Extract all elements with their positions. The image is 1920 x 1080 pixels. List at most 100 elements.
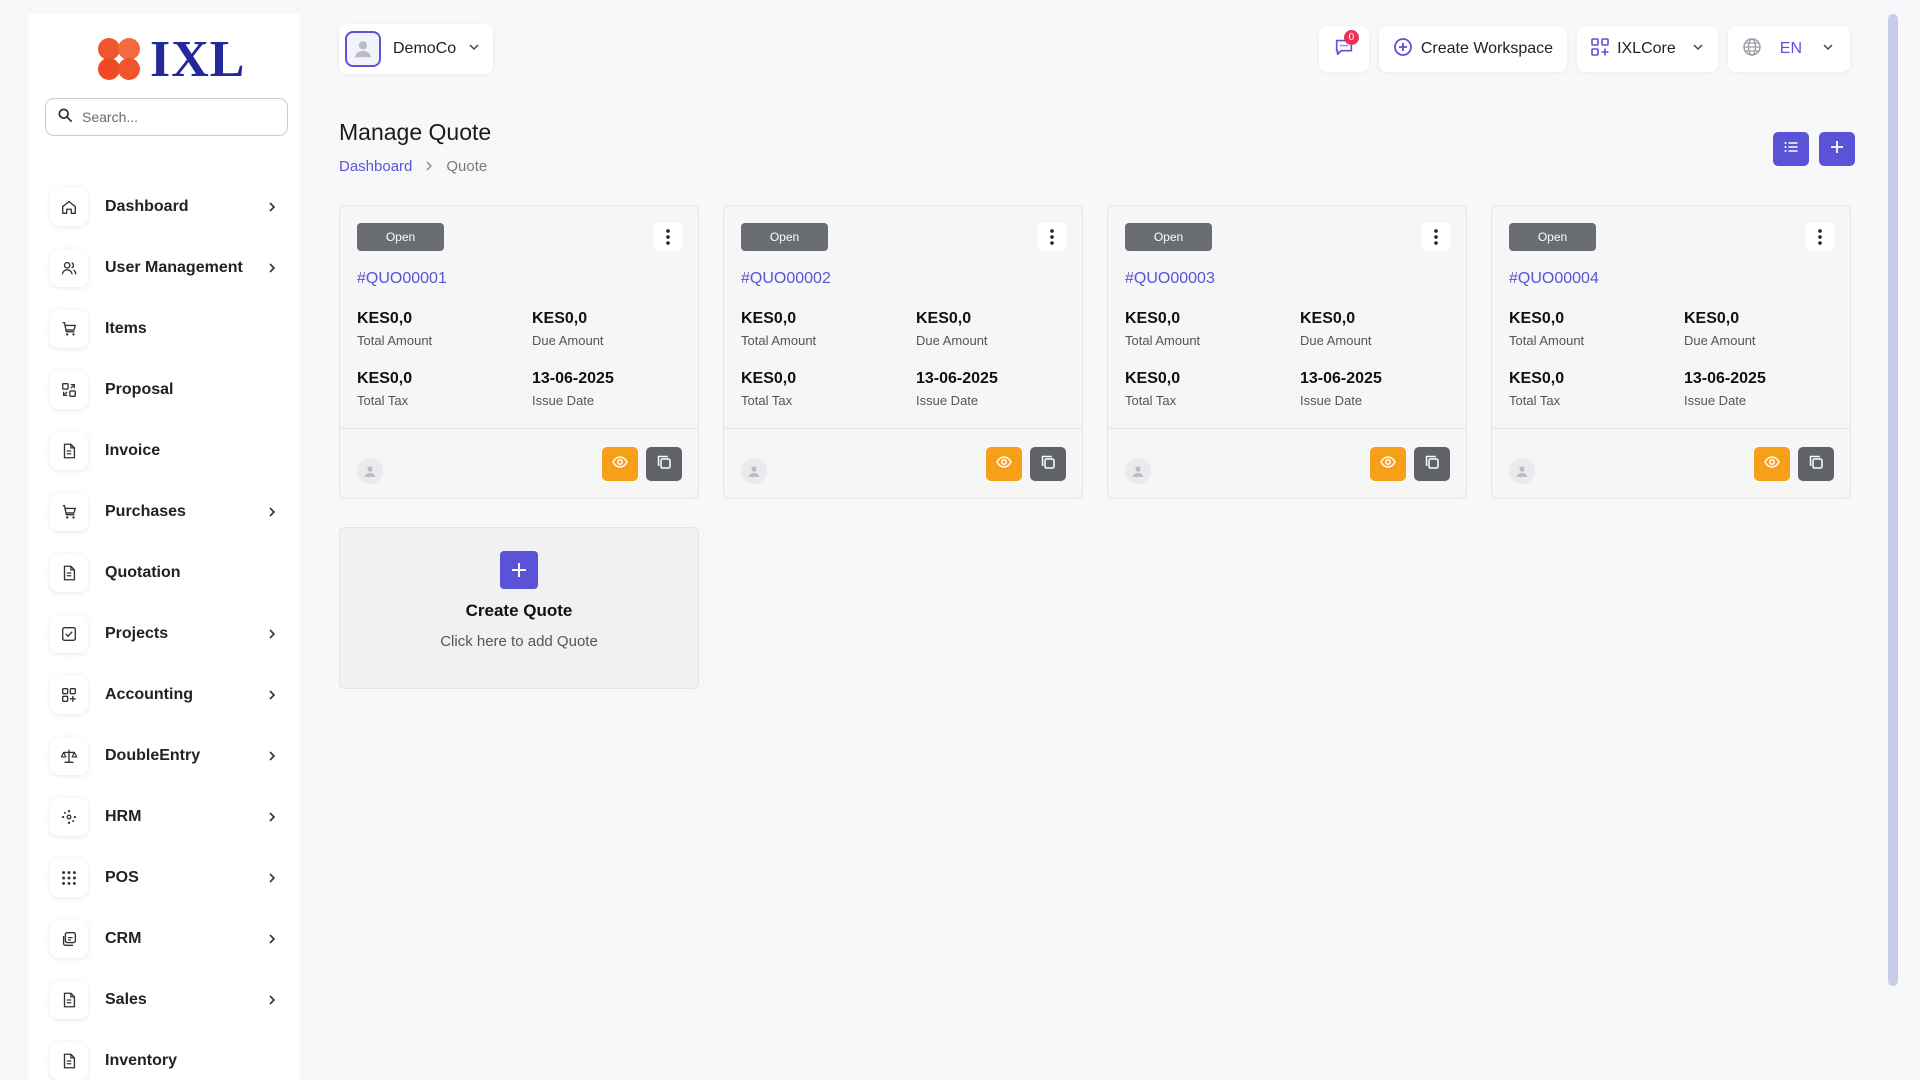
brand-logo[interactable]: IXL xyxy=(96,34,245,86)
sidebar-item-invoice[interactable]: Invoice xyxy=(50,420,282,481)
scrollbar-thumb[interactable] xyxy=(1888,14,1898,986)
sidebar-item-label: Invoice xyxy=(105,441,161,459)
total-amount-label: Total Amount xyxy=(741,333,817,348)
quote-number-link[interactable]: #QUO00002 xyxy=(741,270,831,287)
create-workspace-button[interactable]: Create Workspace xyxy=(1378,26,1568,72)
quote-number-link[interactable]: #QUO00001 xyxy=(357,270,447,287)
sidebar-item-label: Projects xyxy=(105,624,169,642)
duplicate-quote-button[interactable] xyxy=(646,447,682,481)
chevron-right-icon xyxy=(262,872,282,884)
list-view-button[interactable] xyxy=(1773,132,1809,166)
language-code: EN xyxy=(1779,40,1802,57)
search-input[interactable] xyxy=(82,109,272,125)
eye-icon xyxy=(1764,455,1780,473)
sidebar-item-label: POS xyxy=(105,868,139,886)
issue-date-value: 13-06-2025 xyxy=(532,370,614,387)
proposal-icon xyxy=(50,370,88,409)
view-quote-button[interactable] xyxy=(1370,447,1406,481)
add-quote-button[interactable] xyxy=(1819,132,1855,166)
sidebar-item-label: Dashboard xyxy=(105,197,189,215)
apps-icon xyxy=(50,675,88,714)
sidebar-item-label: Quotation xyxy=(105,563,181,581)
more-options-icon[interactable] xyxy=(654,223,682,251)
app-switcher-label: IXLCore xyxy=(1617,40,1676,57)
due-amount: KES0,0 Due Amount xyxy=(916,310,988,348)
sidebar-item-crm[interactable]: CRM xyxy=(50,908,282,969)
sidebar-item-quotation[interactable]: Quotation xyxy=(50,542,282,603)
sidebar-item-label: CRM xyxy=(105,929,142,947)
breadcrumb-dashboard[interactable]: Dashboard xyxy=(339,158,413,175)
sidebar-item-doubleentry[interactable]: DoubleEntry xyxy=(50,725,282,786)
copy-icon xyxy=(1041,455,1055,474)
issue-date: 13-06-2025 Issue Date xyxy=(1300,370,1382,408)
due-amount-label: Due Amount xyxy=(916,333,988,348)
sidebar-item-projects[interactable]: Projects xyxy=(50,603,282,664)
issue-date-label: Issue Date xyxy=(1300,393,1363,408)
grid-dots-icon xyxy=(50,858,88,897)
due-amount-value: KES0,0 xyxy=(1300,310,1356,327)
status-badge: Open xyxy=(741,223,828,251)
issue-date-value: 13-06-2025 xyxy=(916,370,998,387)
workspace-avatar xyxy=(345,31,381,67)
total-amount-label: Total Amount xyxy=(357,333,433,348)
card-divider xyxy=(340,428,698,429)
chevron-down-icon xyxy=(1822,40,1834,58)
chevron-down-icon xyxy=(468,40,480,58)
eye-icon xyxy=(1380,455,1396,473)
cart-icon xyxy=(50,492,88,531)
total-tax-label: Total Tax xyxy=(1509,393,1561,408)
due-amount-label: Due Amount xyxy=(1684,333,1756,348)
cart-icon xyxy=(50,309,88,348)
due-amount: KES0,0 Due Amount xyxy=(1684,310,1756,348)
workspace-name: DemoCo xyxy=(393,40,457,57)
more-options-icon[interactable] xyxy=(1038,223,1066,251)
sidebar-item-inventory[interactable]: Inventory xyxy=(50,1030,282,1080)
search-box[interactable] xyxy=(45,98,288,136)
sidebar-item-purchases[interactable]: Purchases xyxy=(50,481,282,542)
page-scrollbar[interactable] xyxy=(1888,0,1900,1080)
card-divider xyxy=(1108,428,1466,429)
due-amount-label: Due Amount xyxy=(532,333,604,348)
messages-button[interactable]: 0 xyxy=(1318,26,1369,72)
issue-date-label: Issue Date xyxy=(532,393,595,408)
breadcrumb: Dashboard Quote xyxy=(339,158,487,175)
chevron-right-icon xyxy=(262,628,282,640)
duplicate-quote-button[interactable] xyxy=(1798,447,1834,481)
sidebar-item-label: Sales xyxy=(105,990,147,1008)
sidebar-item-proposal[interactable]: Proposal xyxy=(50,359,282,420)
sidebar-item-label: Accounting xyxy=(105,685,193,703)
view-quote-button[interactable] xyxy=(602,447,638,481)
quote-number-link[interactable]: #QUO00004 xyxy=(1509,270,1599,287)
sidebar-item-pos[interactable]: POS xyxy=(50,847,282,908)
create-quote-card[interactable]: Create Quote Click here to add Quote xyxy=(339,527,699,689)
sidebar-item-items[interactable]: Items xyxy=(50,298,282,359)
more-options-icon[interactable] xyxy=(1422,223,1450,251)
total-amount-label: Total Amount xyxy=(1509,333,1585,348)
avatar xyxy=(1509,458,1535,484)
sidebar-item-label: Purchases xyxy=(105,502,186,520)
total-amount: KES0,0 Total Amount xyxy=(1125,310,1200,348)
duplicate-quote-button[interactable] xyxy=(1030,447,1066,481)
sidebar-item-hrm[interactable]: HRM xyxy=(50,786,282,847)
sidebar-item-dashboard[interactable]: Dashboard xyxy=(50,176,282,237)
file-icon xyxy=(50,1041,88,1080)
sidebar-nav: Dashboard User Management Items Proposal Inv… xyxy=(50,176,282,1080)
workspace-selector[interactable]: DemoCo xyxy=(339,24,493,74)
view-quote-button[interactable] xyxy=(986,447,1022,481)
total-tax-value: KES0,0 xyxy=(357,370,413,387)
more-options-icon[interactable] xyxy=(1806,223,1834,251)
duplicate-quote-button[interactable] xyxy=(1414,447,1450,481)
issue-date-label: Issue Date xyxy=(1684,393,1747,408)
language-selector[interactable]: EN xyxy=(1727,26,1850,72)
sidebar-item-sales[interactable]: Sales xyxy=(50,969,282,1030)
quote-number-link[interactable]: #QUO00003 xyxy=(1125,270,1215,287)
sidebar-item-accounting[interactable]: Accounting xyxy=(50,664,282,725)
app-switcher[interactable]: IXLCore xyxy=(1577,26,1718,72)
total-amount: KES0,0 Total Amount xyxy=(1509,310,1584,348)
sidebar-item-user-management[interactable]: User Management xyxy=(50,237,282,298)
issue-date-label: Issue Date xyxy=(916,393,979,408)
sidebar-item-label: Items xyxy=(105,319,147,337)
list-icon xyxy=(1784,140,1798,158)
view-quote-button[interactable] xyxy=(1754,447,1790,481)
